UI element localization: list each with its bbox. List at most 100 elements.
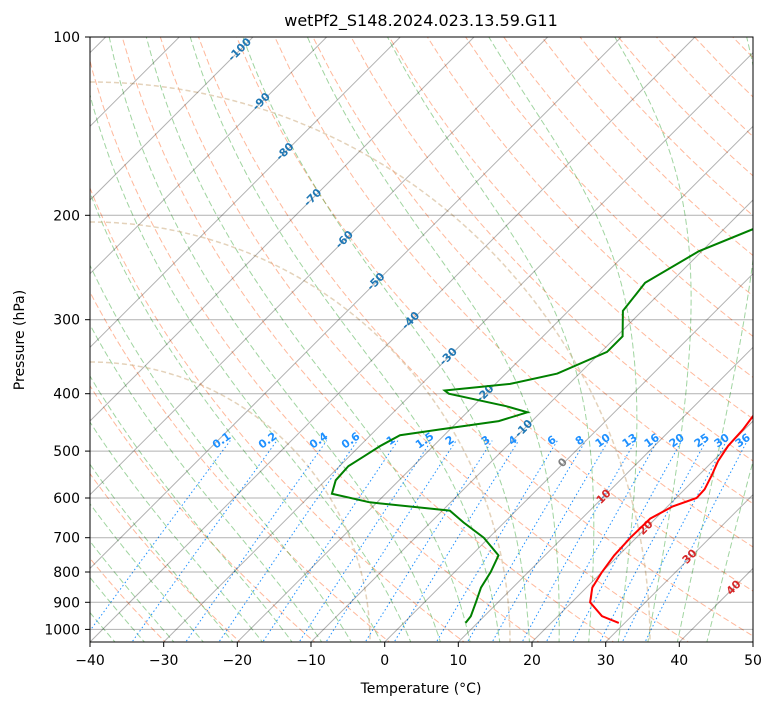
mixing-ratio-line (364, 440, 493, 642)
mixing-ratio-line (393, 440, 520, 642)
reference-arc (90, 361, 371, 642)
x-axis-label: Temperature (°C) (360, 681, 482, 697)
moist-adiabat-line (90, 463, 234, 642)
plot-frame (89, 36, 754, 643)
y-tick-label: 600 (53, 491, 80, 507)
pressure-gridlines (90, 37, 753, 630)
x-tick-label: −30 (149, 653, 179, 669)
x-tick-label: 0 (380, 653, 389, 669)
dry-adiabat-line (274, 37, 753, 548)
isotherm-line (236, 125, 753, 642)
moist-adiabat-line (90, 92, 412, 642)
y-tick-label: 700 (53, 531, 80, 547)
dry-adiabat-line (465, 37, 753, 337)
reference-arc (90, 221, 511, 642)
dry-adiabat-line (198, 37, 753, 637)
dry-adiabat-line (312, 37, 753, 505)
dry-adiabat-line (90, 291, 391, 642)
mixing-ratio-line (185, 440, 328, 642)
dry-adiabat-line (426, 37, 753, 378)
dry-adiabat-line (90, 472, 241, 642)
moist-adiabat-line (90, 540, 175, 642)
chart-title: wetPf2_S148.2024.023.13.59.G11 (284, 11, 558, 31)
moist-adiabat-line (90, 375, 293, 642)
y-axis-label: Pressure (hPa) (12, 290, 28, 390)
isotherm-line (604, 493, 753, 642)
plot-area: -100-90-80-70-60-50-40-30-20-100.1 0.2 0.4… (90, 37, 753, 642)
moist-adiabat-line (676, 37, 753, 642)
moist-adiabat-line (189, 37, 501, 642)
isotherm-line (90, 37, 475, 422)
dewpoint-line (330, 228, 753, 624)
y-tick-label: 300 (53, 313, 80, 329)
x-tick-label: 30 (597, 653, 615, 669)
isotherm-line (90, 37, 623, 570)
mixing-ratio-line (435, 440, 558, 642)
dry-adiabat-line (159, 37, 690, 642)
dry-adiabat-line (90, 557, 167, 642)
dry-adiabat-line (90, 186, 465, 642)
x-tick-label: −10 (296, 653, 326, 669)
x-tick-label: 20 (523, 653, 541, 669)
moist-adiabat-line (90, 502, 204, 642)
moist-adiabat-line (90, 576, 146, 642)
mixing-ratio-line (491, 440, 609, 642)
isotherm-line (90, 37, 549, 496)
skewed-isotherms (90, 37, 753, 642)
x-tick-label: 10 (449, 653, 467, 669)
y-tick-label: 200 (53, 208, 80, 224)
mixing-ratio-line (521, 440, 637, 642)
mixing-ratio-line (262, 440, 399, 642)
x-tick-label: 40 (670, 653, 688, 669)
dry-adiabat-line (236, 37, 753, 592)
mixing-ratio-line (466, 440, 587, 642)
dry-adiabats (90, 37, 753, 642)
mixing-ratio-line (131, 440, 278, 642)
isotherm-line (90, 37, 696, 642)
moist-adiabat-line (145, 37, 471, 642)
mixing-ratio-line (325, 440, 457, 642)
y-tick-label: 900 (53, 595, 80, 611)
moist-adiabat-line (614, 37, 692, 642)
moist-adiabat-line (90, 191, 382, 642)
isotherm-line (310, 199, 753, 642)
plot-background (90, 37, 753, 642)
moist-adiabats (90, 37, 753, 642)
y-tick-label: 100 (53, 30, 80, 46)
temperature-line (589, 414, 753, 624)
dry-adiabat-line (90, 58, 540, 642)
isotherm-line (531, 420, 753, 642)
isotherm-line (90, 37, 254, 201)
y-tick-label: 400 (53, 387, 80, 403)
mixing-ratio-lines (90, 440, 748, 642)
mixing-ratio-line (599, 440, 707, 642)
moist-adiabat-line (387, 37, 595, 642)
curved-reference-lines (90, 81, 651, 642)
moist-adiabat-line (488, 37, 638, 642)
reference-arc (90, 81, 651, 642)
dry-adiabat-line (90, 384, 316, 642)
isotherm-line (457, 346, 753, 642)
y-tick-label: 500 (53, 444, 80, 460)
moist-adiabat-line (90, 264, 352, 642)
dry-adiabat-line (121, 37, 615, 642)
y-tick-label: 1000 (44, 622, 80, 638)
isotherm-line (90, 37, 328, 275)
dry-adiabat-line (350, 37, 753, 462)
moist-adiabat-line (90, 421, 264, 642)
isotherm-line (90, 37, 402, 349)
mixing-ratio-line (621, 440, 728, 642)
moist-adiabat-line (108, 37, 441, 642)
isotherm-line (162, 51, 753, 642)
mixing-ratio-line (572, 440, 683, 642)
x-axis-ticks: −40 −30 −20 −10 0 10 20 30 40 50 (75, 642, 762, 669)
mixing-ratio-line (298, 440, 432, 642)
x-tick-label: −20 (223, 653, 253, 669)
y-tick-label: 800 (53, 565, 80, 581)
x-tick-label: −40 (75, 653, 105, 669)
moist-adiabat-line (306, 37, 560, 642)
isotherm-line (383, 272, 753, 642)
x-tick-label: 50 (744, 653, 762, 669)
y-axis-ticks: 100 200 300 400 500 600 700 800 900 1000 (44, 30, 90, 638)
